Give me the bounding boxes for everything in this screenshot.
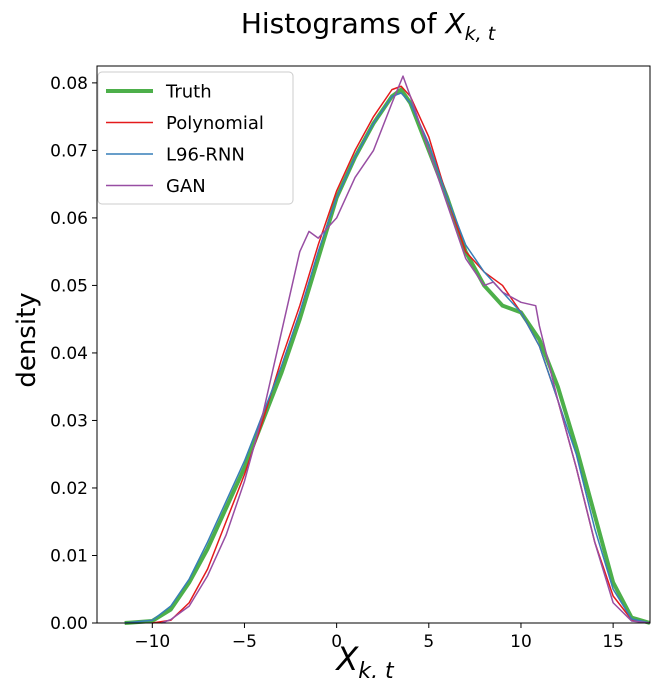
legend-label: Truth — [165, 82, 212, 103]
plot-frame — [96, 65, 651, 624]
y-tick-label: 0.03 — [50, 411, 88, 431]
legend: Truth Polynomial L96-RNN GAN — [97, 71, 294, 205]
axes-layer: −10 −5 0 5 10 15 0.00 0.01 0.02 0.03 0.04 0.05 0.06 0… — [50, 65, 651, 652]
y-axis-label: density — [12, 292, 42, 387]
x-axis-label-var: X — [334, 640, 359, 678]
x-tick-label: 10 — [510, 632, 532, 652]
y-tick-label: 0.07 — [50, 141, 88, 161]
legend-label: GAN — [166, 176, 206, 197]
y-tick-label: 0.00 — [50, 614, 88, 634]
x-tick-label: 5 — [423, 632, 434, 652]
x-tick-label: −10 — [134, 632, 170, 652]
chart-title: Histograms of Xk, t — [241, 7, 497, 45]
x-tick-label: 0 — [331, 632, 342, 652]
y-tick-label: 0.08 — [50, 74, 88, 94]
x-tick-label: −5 — [232, 632, 257, 652]
x-axis-label: Xk, t — [334, 640, 395, 678]
y-tick-label: 0.04 — [50, 344, 88, 364]
series-layer — [124, 75, 651, 625]
x-axis-label-sub: k, t — [358, 659, 395, 678]
y-tick-label: 0.06 — [50, 209, 88, 229]
legend-label: L96-RNN — [166, 145, 245, 166]
chart-title-var: X — [443, 7, 465, 40]
legend-box — [97, 71, 294, 205]
y-tick-label: 0.05 — [50, 276, 88, 296]
series-line-gan — [161, 75, 651, 624]
chart-title-sub: k, t — [465, 23, 497, 45]
y-tick-label: 0.02 — [50, 479, 88, 499]
legend-label: Polynomial — [166, 113, 264, 134]
x-tick-label: 15 — [602, 632, 624, 652]
chart-title-main: Histograms of — [241, 7, 446, 40]
y-tick-label: 0.01 — [50, 546, 88, 566]
